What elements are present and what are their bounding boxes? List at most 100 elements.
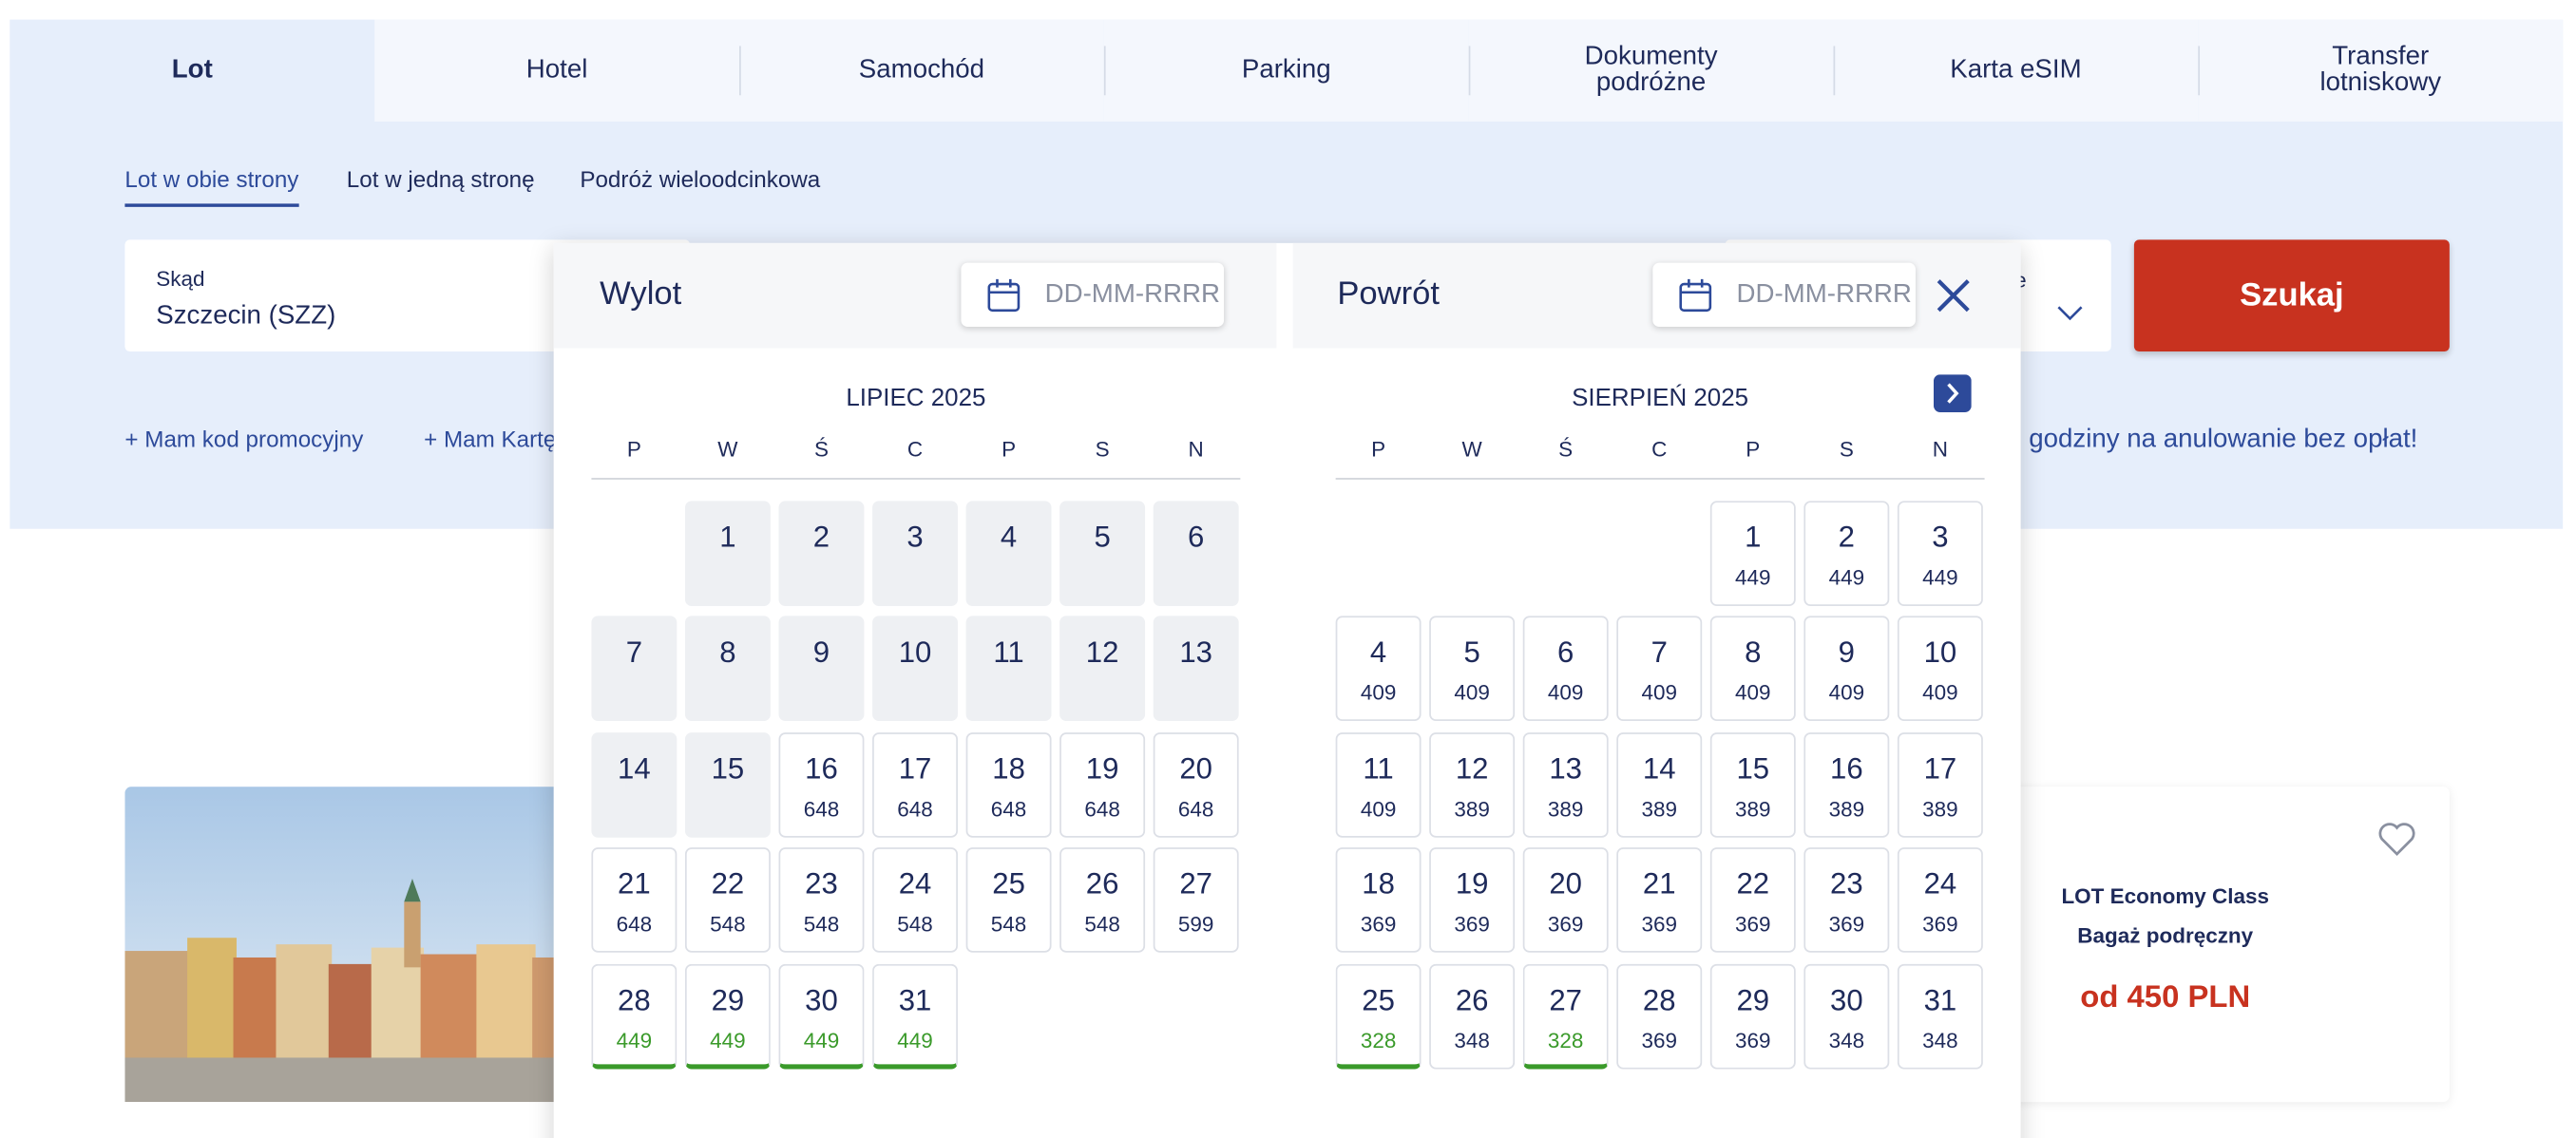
day-cell[interactable]: 24 369 xyxy=(1897,847,1983,953)
day-cell[interactable]: 31 449 xyxy=(872,963,958,1070)
day-cell[interactable]: 20 648 xyxy=(1153,732,1239,838)
day-cell[interactable]: 19 369 xyxy=(1429,847,1516,953)
trip-type[interactable]: Lot w jedną stronę xyxy=(346,165,535,193)
field-value: Szczecin (SZZ) xyxy=(156,302,336,331)
day-cell[interactable]: 7 409 xyxy=(1616,616,1703,722)
day-number: 31 xyxy=(898,983,932,1017)
day-cell[interactable]: 22 548 xyxy=(684,847,771,953)
date-placeholder: DD-MM-RRRR xyxy=(1044,280,1220,310)
day-cell[interactable]: 23 369 xyxy=(1803,847,1890,953)
day-cell[interactable]: 17 389 xyxy=(1897,732,1983,838)
day-cell[interactable]: 21 369 xyxy=(1616,847,1703,953)
day-cell[interactable]: 24 548 xyxy=(872,847,958,953)
day-cell[interactable]: 9 409 xyxy=(1803,616,1890,722)
day-cell[interactable]: 4 409 xyxy=(1335,616,1422,722)
day-number: 11 xyxy=(993,635,1024,669)
day-cell[interactable]: 5 409 xyxy=(1429,616,1516,722)
day-price: 409 xyxy=(1641,679,1677,705)
tab[interactable]: Karta eSIM xyxy=(1833,19,2199,122)
promo-link[interactable]: + Mam kod promocyjny xyxy=(124,425,364,452)
day-cell[interactable]: 17 648 xyxy=(872,732,958,838)
day-number: 25 xyxy=(1362,983,1395,1017)
day-cell[interactable]: 19 648 xyxy=(1059,732,1146,838)
day-number: 30 xyxy=(1830,983,1863,1017)
day-cell[interactable]: 25 328 xyxy=(1335,963,1422,1070)
day-number: 2 xyxy=(1838,521,1855,554)
card-link[interactable]: + Mam Kartę xyxy=(424,425,557,452)
day-cell[interactable]: 27 328 xyxy=(1522,963,1609,1070)
day-cell[interactable]: 30 348 xyxy=(1803,963,1890,1070)
day-price: 409 xyxy=(1828,679,1865,705)
close-button[interactable] xyxy=(1936,277,1972,313)
tab[interactable]: Transfer lotniskowy xyxy=(2198,19,2564,122)
day-price: 548 xyxy=(803,911,840,937)
day-number: 14 xyxy=(1642,751,1676,786)
day-cell[interactable]: 11 409 xyxy=(1335,732,1422,838)
day-price: 348 xyxy=(1454,1028,1490,1053)
day-cell[interactable]: 16 648 xyxy=(778,732,865,838)
tab[interactable]: Samochód xyxy=(739,19,1104,122)
day-cell[interactable]: 29 369 xyxy=(1709,963,1796,1070)
day-cell[interactable]: 16 389 xyxy=(1803,732,1890,838)
day-cell[interactable]: 18 369 xyxy=(1335,847,1422,953)
day-cell[interactable]: 25 548 xyxy=(965,847,1052,953)
day-cell[interactable]: 15 389 xyxy=(1709,732,1796,838)
tab[interactable]: Lot xyxy=(10,19,375,122)
day-cell[interactable]: 26 348 xyxy=(1429,963,1516,1070)
day-cell[interactable]: 21 648 xyxy=(591,847,677,953)
day-price: 548 xyxy=(990,911,1027,937)
trip-type[interactable]: Lot w obie strony xyxy=(124,166,299,207)
day-cell[interactable]: 20 369 xyxy=(1522,847,1609,953)
calendar-icon xyxy=(1679,278,1712,313)
day-cell[interactable]: 28 369 xyxy=(1616,963,1703,1070)
day-price: 409 xyxy=(1454,679,1490,705)
day-price: 648 xyxy=(897,796,933,822)
day-cell[interactable]: 23 548 xyxy=(778,847,865,953)
next-month-button[interactable] xyxy=(1933,374,1972,412)
day-number: 10 xyxy=(1923,635,1957,669)
day-price: 648 xyxy=(990,796,1027,822)
day-price: 389 xyxy=(1641,796,1677,822)
trip-type[interactable]: Podróż wieloodcinkowa xyxy=(580,165,821,193)
day-cell[interactable]: 31 348 xyxy=(1897,963,1983,1070)
day-cell[interactable]: 2 449 xyxy=(1803,501,1890,606)
day-cell: 6 xyxy=(1153,501,1239,606)
day-cell[interactable]: 18 648 xyxy=(965,732,1052,838)
day-cell: 10 xyxy=(872,616,958,722)
day-number: 10 xyxy=(898,635,932,669)
day-number: 7 xyxy=(625,635,643,669)
departure-input[interactable]: DD-MM-RRRR xyxy=(961,262,1225,328)
day-number: 20 xyxy=(1179,751,1212,786)
day-cell[interactable]: 28 449 xyxy=(591,963,677,1070)
day-cell[interactable]: 29 449 xyxy=(684,963,771,1070)
day-cell[interactable]: 14 389 xyxy=(1616,732,1703,838)
day-price: 409 xyxy=(1547,679,1584,705)
tab[interactable]: Dokumenty podróżne xyxy=(1468,19,1834,122)
day-cell: 14 xyxy=(591,732,677,838)
day-price: 648 xyxy=(1084,796,1120,822)
day-price: 548 xyxy=(710,911,746,937)
day-cell[interactable]: 27 599 xyxy=(1153,847,1239,953)
divider xyxy=(1335,478,1985,480)
day-cell[interactable]: 22 369 xyxy=(1709,847,1796,953)
day-cell[interactable]: 30 449 xyxy=(778,963,865,1070)
tab[interactable]: Parking xyxy=(1103,19,1469,122)
date-placeholder: DD-MM-RRRR xyxy=(1736,280,1912,310)
day-cell[interactable]: 1 449 xyxy=(1709,501,1796,606)
day-cell[interactable]: 10 409 xyxy=(1897,616,1983,722)
day-cell: 7 xyxy=(591,616,677,722)
day-price: 369 xyxy=(1922,911,1958,937)
day-number: 22 xyxy=(711,866,745,901)
day-cell[interactable]: 13 389 xyxy=(1522,732,1609,838)
day-number: 27 xyxy=(1549,983,1583,1017)
search-button[interactable]: Szukaj xyxy=(2133,239,2450,351)
day-cell[interactable]: 12 389 xyxy=(1429,732,1516,838)
heart-icon[interactable] xyxy=(2377,821,2416,857)
day-cell[interactable]: 26 548 xyxy=(1059,847,1146,953)
day-cell[interactable]: 6 409 xyxy=(1522,616,1609,722)
tab[interactable]: Hotel xyxy=(374,19,740,122)
day-cell[interactable]: 8 409 xyxy=(1709,616,1796,722)
offer-card[interactable]: LOT Economy Class Bagaż podręczny od 450… xyxy=(1971,787,2450,1103)
return-input[interactable]: DD-MM-RRRR xyxy=(1652,262,1916,328)
day-cell[interactable]: 3 449 xyxy=(1897,501,1983,606)
